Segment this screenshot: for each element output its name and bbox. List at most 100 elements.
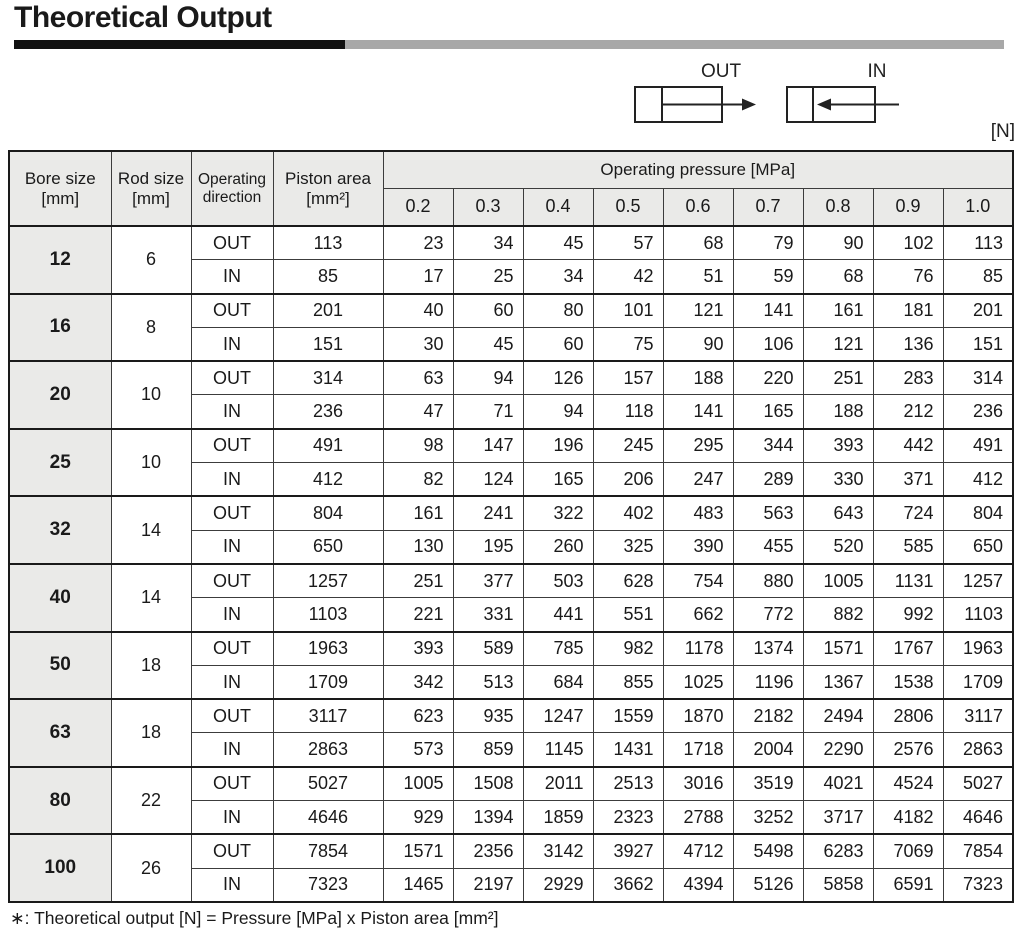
rod-size-cell: 14 [110, 495, 192, 565]
output-value-cell: 330 [802, 462, 874, 497]
col-header-operating-pressure: Operating pressure [MPa] [382, 150, 1014, 189]
output-value-cell: 147 [452, 427, 524, 464]
output-value-cell: 1431 [592, 732, 664, 768]
output-value-cell: 2513 [592, 765, 664, 802]
output-value-cell: 1394 [452, 800, 524, 835]
output-value-cell: 118 [592, 394, 664, 430]
cylinder-out-diagram: OUT [634, 61, 756, 123]
output-value-cell: 1508 [452, 765, 524, 802]
output-value-cell: 201 [942, 292, 1014, 328]
output-value-cell: 295 [662, 427, 734, 464]
output-value-cell: 121 [802, 326, 874, 362]
output-value-cell: 2576 [872, 732, 944, 768]
output-value-cell: 929 [382, 800, 454, 835]
output-value-cell: 455 [732, 529, 804, 565]
rod-size-cell: 6 [110, 225, 192, 295]
output-value-cell: 1718 [662, 732, 734, 768]
output-value-cell: 1145 [522, 732, 594, 768]
output-value-cell: 344 [732, 427, 804, 464]
output-value-cell: 75 [592, 326, 664, 362]
output-value-cell: 4394 [662, 867, 734, 903]
output-value-cell: 195 [452, 529, 524, 565]
table-row: IN 2863 573 859 1145 1431 1718 2004 2290 2576 2863 [9, 732, 1014, 768]
col-header-bore-size-label: Bore size [24, 168, 96, 188]
output-value-cell: 141 [662, 394, 734, 430]
output-value-cell: 63 [382, 360, 454, 396]
operating-direction-cell: OUT [190, 495, 274, 531]
bore-size-cell: 100 [8, 833, 112, 903]
output-value-cell: 804 [942, 495, 1014, 531]
col-header-bore-size-unit: [mm] [41, 188, 80, 208]
output-value-cell: 7854 [942, 833, 1014, 869]
operating-direction-cell: IN [190, 597, 274, 633]
output-value-cell: 628 [592, 562, 664, 599]
output-value-cell: 165 [732, 394, 804, 430]
output-value-cell: 206 [592, 462, 664, 497]
pressure-col-header: 0.7 [732, 187, 804, 227]
output-value-cell: 80 [522, 292, 594, 328]
table-row: IN 151 30 45 60 75 90 106 121 136 151 [9, 326, 1014, 362]
output-value-cell: 3519 [732, 765, 804, 802]
output-value-cell: 322 [522, 495, 594, 531]
output-value-cell: 165 [522, 462, 594, 497]
output-value-cell: 283 [872, 360, 944, 396]
table-row: IN 7323 1465 2197 2929 3662 4394 5126 5858 6591 73… [9, 867, 1014, 903]
col-header-rod-size-label: Rod size [117, 168, 185, 188]
output-value-cell: 102 [872, 225, 944, 261]
operating-direction-cell: IN [190, 326, 274, 362]
table-row: 40 14 OUT 1257 251 377 503 628 754 880 1005 1131 125… [8, 562, 1014, 633]
output-value-cell: 5126 [732, 867, 804, 903]
output-value-cell: 60 [522, 326, 594, 362]
bore-size-cell: 12 [8, 225, 112, 295]
table-row: IN 4646 929 1394 1859 2323 2788 3252 3717 4182 464… [9, 800, 1014, 835]
operating-direction-cell: IN [190, 394, 274, 430]
output-value-cell: 85 [942, 259, 1014, 295]
output-value-cell: 1367 [802, 664, 874, 700]
output-value-cell: 289 [732, 462, 804, 497]
table-row: 80 22 OUT 5027 1005 1508 2011 2513 3016 3519 4021 4… [8, 765, 1014, 835]
output-value-cell: 59 [732, 259, 804, 295]
output-value-cell: 251 [382, 562, 454, 599]
output-value-cell: 2788 [662, 800, 734, 835]
output-value-cell: 68 [662, 225, 734, 261]
output-value-cell: 188 [662, 360, 734, 396]
output-value-cell: 855 [592, 664, 664, 700]
output-value-cell: 503 [522, 562, 594, 599]
pressure-col-header: 0.3 [452, 187, 524, 227]
output-value-cell: 754 [662, 562, 734, 599]
output-value-cell: 196 [522, 427, 594, 464]
output-value-cell: 151 [942, 326, 1014, 362]
output-value-cell: 1103 [942, 597, 1014, 633]
col-header-rod-size: Rod size [mm] [110, 150, 192, 227]
output-value-cell: 141 [732, 292, 804, 328]
bore-size-cell: 50 [8, 630, 112, 700]
output-value-cell: 60 [452, 292, 524, 328]
table-row: 63 18 OUT 3117 623 935 1247 1559 1870 2182 2494 280… [8, 698, 1014, 768]
operating-direction-cell: IN [190, 867, 274, 903]
output-value-cell: 34 [522, 259, 594, 295]
output-value-cell: 483 [662, 495, 734, 531]
output-value-cell: 1571 [382, 833, 454, 869]
operating-direction-cell: OUT [190, 360, 274, 396]
output-value-cell: 45 [452, 326, 524, 362]
operating-direction-cell: IN [190, 529, 274, 565]
output-value-cell: 1247 [522, 698, 594, 734]
pressure-col-header: 0.5 [592, 187, 664, 227]
output-value-cell: 314 [942, 360, 1014, 396]
table-row: 12 6 OUT 113 23 34 45 57 68 79 90 102 113 [8, 225, 1014, 295]
theoretical-output-table: Bore size [mm] Rod size [mm] Operating d… [8, 150, 1014, 903]
output-value-cell: 1257 [942, 562, 1014, 599]
page-title: Theoretical Output [14, 1, 272, 34]
output-value-cell: 880 [732, 562, 804, 599]
output-value-cell: 71 [452, 394, 524, 430]
output-value-cell: 34 [452, 225, 524, 261]
in-direction-label: IN [868, 61, 887, 82]
output-value-cell: 1559 [592, 698, 664, 734]
output-value-cell: 935 [452, 698, 524, 734]
output-value-cell: 2356 [452, 833, 524, 869]
output-value-cell: 3662 [592, 867, 664, 903]
output-value-cell: 25 [452, 259, 524, 295]
operating-direction-cell: OUT [190, 833, 274, 869]
output-value-cell: 650 [942, 529, 1014, 565]
output-value-cell: 47 [382, 394, 454, 430]
